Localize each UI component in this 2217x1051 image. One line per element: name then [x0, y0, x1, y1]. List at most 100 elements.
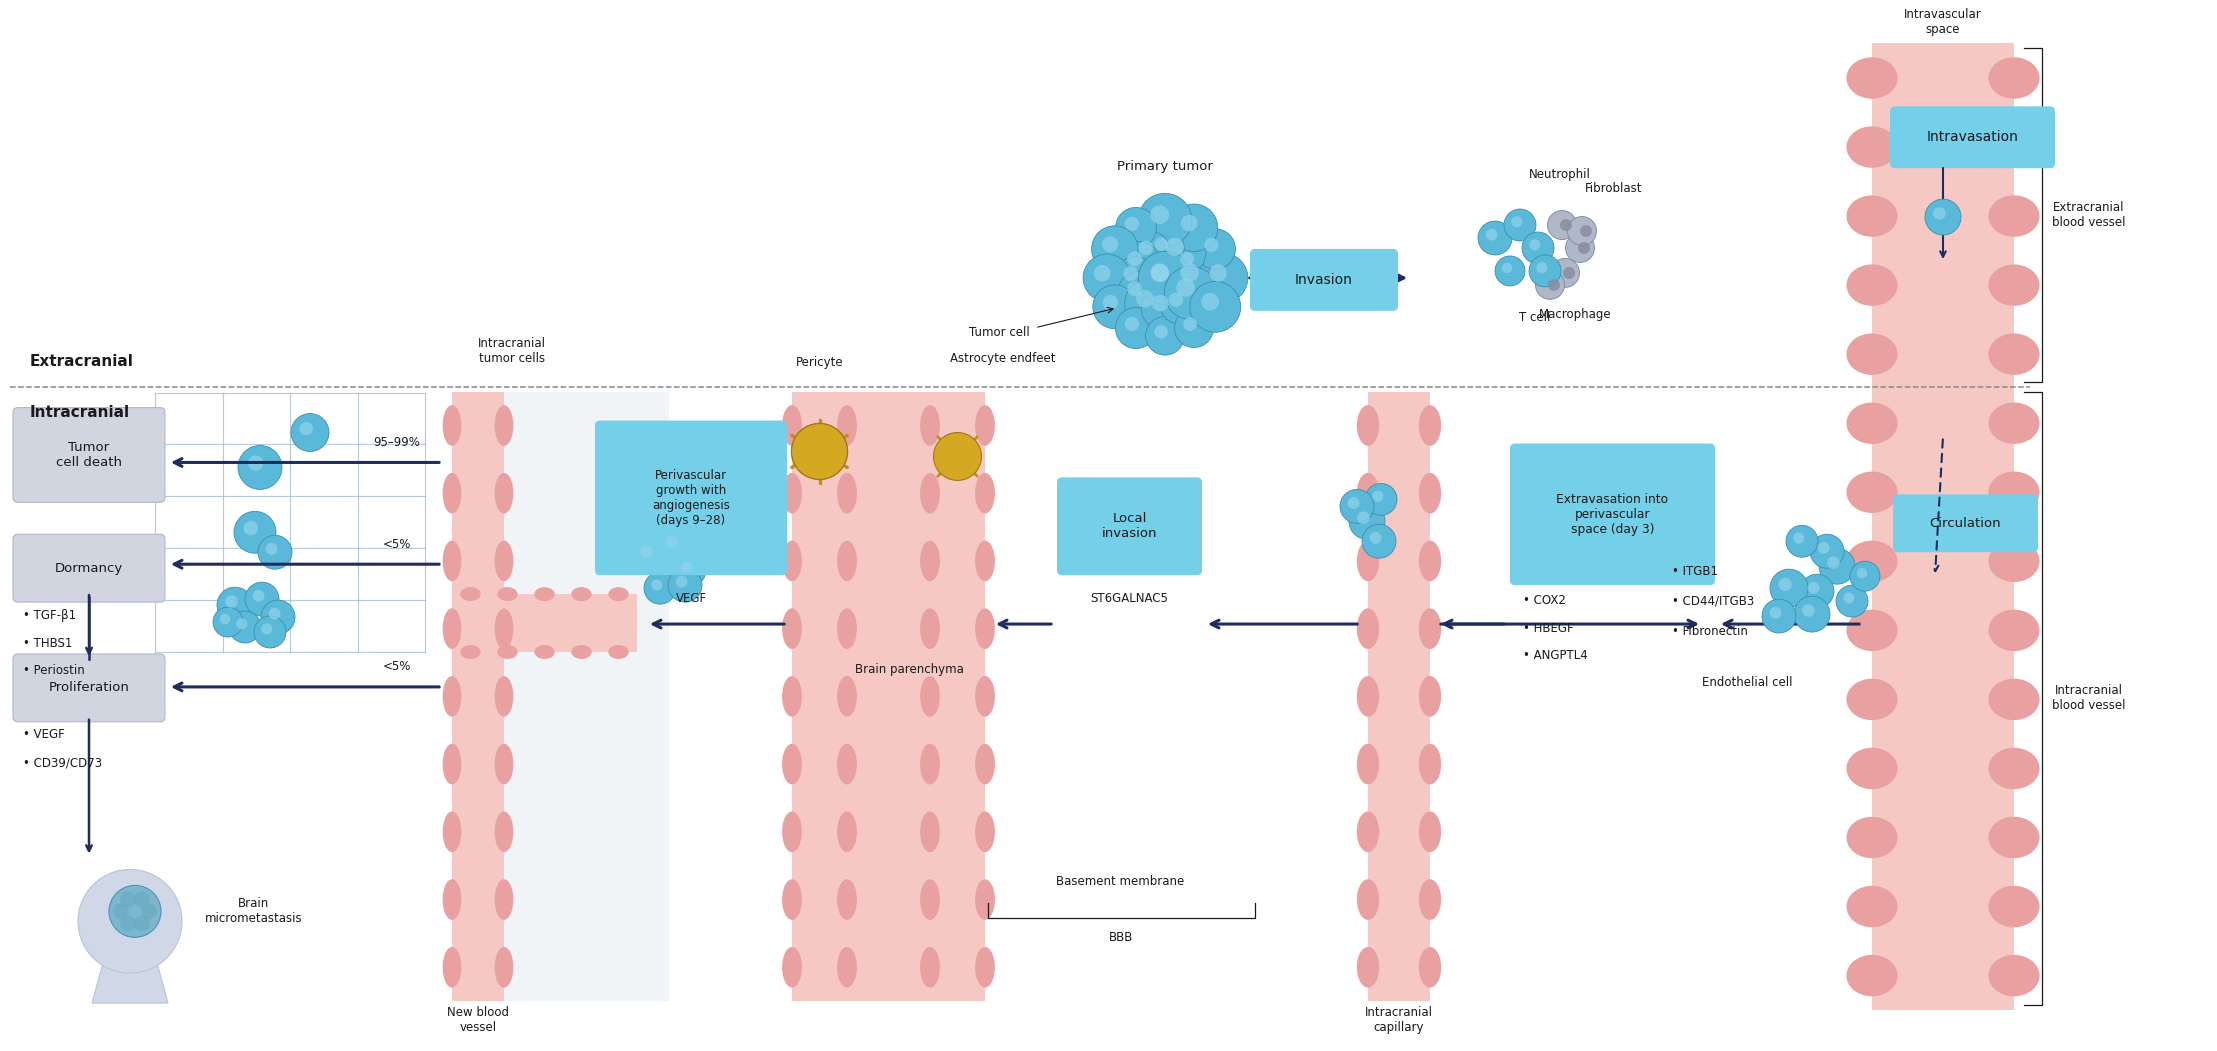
- Text: Intravascular
space: Intravascular space: [1904, 7, 1982, 36]
- Text: • VEGF: • VEGF: [22, 728, 64, 741]
- Circle shape: [1182, 214, 1197, 231]
- Circle shape: [1836, 585, 1869, 617]
- Circle shape: [1818, 549, 1856, 584]
- Ellipse shape: [607, 588, 630, 601]
- Circle shape: [1563, 267, 1574, 279]
- Circle shape: [266, 543, 277, 555]
- Ellipse shape: [497, 588, 519, 601]
- Circle shape: [1171, 243, 1210, 283]
- Ellipse shape: [783, 676, 803, 717]
- Ellipse shape: [1847, 955, 1898, 996]
- Circle shape: [1168, 251, 1222, 305]
- Ellipse shape: [443, 540, 461, 581]
- FancyBboxPatch shape: [13, 408, 164, 502]
- Circle shape: [1924, 199, 1962, 235]
- Circle shape: [1142, 254, 1188, 302]
- Bar: [1871, 43, 2013, 1010]
- Circle shape: [1142, 254, 1188, 301]
- Text: Local
invasion: Local invasion: [1102, 512, 1157, 540]
- Text: VEGF: VEGF: [676, 592, 707, 605]
- Circle shape: [1523, 232, 1554, 264]
- Text: Primary tumor: Primary tumor: [1117, 160, 1213, 173]
- Ellipse shape: [461, 645, 481, 659]
- Text: Intracranial
tumor cells: Intracranial tumor cells: [479, 336, 545, 365]
- Circle shape: [1153, 267, 1168, 281]
- Ellipse shape: [1989, 195, 2040, 236]
- Ellipse shape: [1419, 811, 1441, 852]
- Bar: [452, 594, 636, 652]
- Ellipse shape: [1419, 473, 1441, 514]
- Circle shape: [1151, 264, 1168, 282]
- Circle shape: [1485, 229, 1496, 241]
- Ellipse shape: [838, 473, 858, 514]
- Circle shape: [1153, 265, 1168, 282]
- Ellipse shape: [783, 406, 803, 446]
- FancyBboxPatch shape: [1058, 477, 1202, 575]
- Circle shape: [1151, 205, 1168, 224]
- Circle shape: [120, 915, 135, 931]
- Ellipse shape: [1847, 265, 1898, 306]
- Circle shape: [1153, 295, 1168, 311]
- Ellipse shape: [1989, 955, 2040, 996]
- Ellipse shape: [838, 406, 858, 446]
- Circle shape: [1155, 226, 1206, 277]
- Circle shape: [1204, 238, 1219, 252]
- Ellipse shape: [920, 609, 940, 648]
- Text: Extravasation into
perivascular
space (day 3): Extravasation into perivascular space (d…: [1556, 493, 1669, 536]
- Circle shape: [1348, 503, 1386, 539]
- Circle shape: [652, 579, 663, 591]
- FancyBboxPatch shape: [13, 654, 164, 722]
- Text: Intracranial
capillary: Intracranial capillary: [1366, 1006, 1432, 1034]
- Ellipse shape: [1989, 679, 2040, 720]
- Text: Intracranial
blood vessel: Intracranial blood vessel: [2053, 684, 2126, 713]
- Ellipse shape: [1847, 886, 1898, 927]
- Circle shape: [1155, 238, 1168, 251]
- Circle shape: [1117, 271, 1159, 314]
- Text: Proliferation: Proliferation: [49, 681, 129, 695]
- Circle shape: [1153, 266, 1168, 282]
- Circle shape: [226, 595, 237, 607]
- Bar: [452, 392, 503, 1002]
- Circle shape: [1093, 265, 1111, 282]
- Circle shape: [1124, 266, 1137, 281]
- Ellipse shape: [443, 406, 461, 446]
- Circle shape: [237, 446, 282, 490]
- Ellipse shape: [975, 540, 995, 581]
- Ellipse shape: [975, 947, 995, 988]
- Ellipse shape: [838, 540, 858, 581]
- Ellipse shape: [783, 540, 803, 581]
- Circle shape: [1102, 236, 1117, 252]
- Circle shape: [676, 576, 687, 588]
- Ellipse shape: [920, 744, 940, 784]
- Text: Perivascular
growth with
angiogenesis
(days 9–28): Perivascular growth with angiogenesis (d…: [652, 469, 729, 527]
- Circle shape: [1787, 526, 1818, 557]
- Circle shape: [1153, 265, 1168, 282]
- Ellipse shape: [1419, 947, 1441, 988]
- Text: BBB: BBB: [1108, 931, 1133, 944]
- Ellipse shape: [838, 676, 858, 717]
- Circle shape: [791, 424, 847, 479]
- Circle shape: [1175, 309, 1213, 348]
- Ellipse shape: [975, 880, 995, 920]
- Text: 95–99%: 95–99%: [372, 436, 421, 449]
- Circle shape: [120, 891, 135, 907]
- Ellipse shape: [1989, 333, 2040, 375]
- Circle shape: [1151, 264, 1168, 282]
- FancyBboxPatch shape: [13, 534, 164, 602]
- Circle shape: [1501, 263, 1512, 273]
- Circle shape: [667, 569, 703, 602]
- Circle shape: [1197, 253, 1248, 303]
- Circle shape: [1115, 207, 1157, 248]
- Ellipse shape: [494, 947, 514, 988]
- Text: T cell: T cell: [1519, 311, 1550, 324]
- Circle shape: [1142, 254, 1188, 302]
- Circle shape: [253, 590, 264, 601]
- Ellipse shape: [838, 609, 858, 648]
- Circle shape: [1140, 253, 1191, 303]
- Text: Dormancy: Dormancy: [55, 561, 124, 575]
- Circle shape: [1550, 259, 1579, 287]
- Text: • Periostin: • Periostin: [22, 664, 84, 678]
- Ellipse shape: [838, 744, 858, 784]
- Circle shape: [219, 614, 231, 624]
- Ellipse shape: [783, 811, 803, 852]
